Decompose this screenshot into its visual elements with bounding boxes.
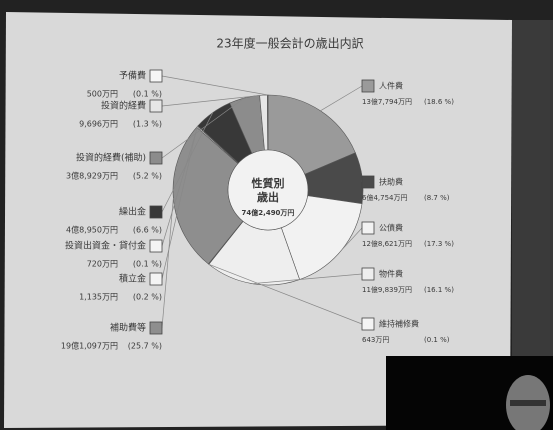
legend-amount: 643万円 [362, 336, 389, 344]
legend-percent: (17.3 %) [424, 240, 454, 248]
center-label: 歳出 [257, 190, 279, 204]
legend-swatch [361, 221, 375, 235]
leader-line [161, 112, 213, 213]
center-total: 74億2,490万円 [242, 208, 295, 217]
legend-label: 維持補修費 [379, 319, 419, 329]
legend-amount: 6億4,754万円 [362, 193, 408, 202]
legend-label: 予備費 [119, 70, 146, 82]
leader-line [161, 94, 264, 107]
legend-amount: 11億9,839万円 [362, 285, 412, 294]
legend-label: 投資的経費 [101, 100, 146, 112]
legend-swatch [149, 239, 163, 253]
legend-label: 繰出金 [119, 206, 146, 218]
legend-label: 扶助費 [379, 177, 403, 187]
legend-amount: 19億1,097万円 [61, 341, 118, 351]
legend-percent: (8.7 %) [424, 194, 450, 202]
legend-percent: (6.6 %) [133, 226, 162, 235]
legend-swatch [149, 321, 163, 335]
leader-line [208, 263, 363, 325]
legend-swatch [149, 69, 163, 83]
center-label: 性質別 [252, 176, 285, 190]
leader-line [161, 198, 174, 329]
legend-percent: (0.2 %) [133, 293, 162, 302]
legend-swatch [361, 267, 375, 281]
legend-percent: (16.1 %) [424, 286, 454, 294]
leader-line [161, 75, 268, 96]
legend-amount: 9,696万円 [79, 120, 118, 129]
legend-amount: 3億8,929万円 [66, 171, 118, 181]
legend-label: 物件費 [379, 269, 403, 279]
person-glasses [510, 400, 546, 406]
legend-swatch [149, 99, 163, 113]
legend-label: 投資的経費(補助) [76, 152, 146, 164]
legend-percent: (0.1 %) [133, 90, 162, 99]
video-inset [386, 356, 553, 430]
legend-percent: (0.1 %) [424, 336, 450, 344]
leader-line [341, 227, 363, 251]
legend-swatch [149, 272, 163, 286]
legend-amount: 1,135万円 [79, 293, 118, 302]
legend-amount: 4億8,950万円 [66, 225, 118, 235]
legend-swatch [361, 79, 375, 93]
leader-line [252, 273, 363, 285]
legend-swatch [361, 317, 375, 331]
legend-percent: (5.2 %) [133, 172, 162, 181]
legend-label: 投資出資金・貸付金 [65, 240, 146, 252]
chart-title: 23年度一般会計の歳出内訳 [216, 36, 363, 51]
legend-amount: 12億8,621万円 [362, 239, 412, 248]
wedge [267, 94, 269, 151]
legend-label: 公債費 [379, 223, 403, 233]
donut-hole [227, 149, 309, 231]
legend-label: 積立金 [119, 273, 146, 285]
legend-swatch [149, 205, 163, 219]
leader-line [161, 125, 199, 247]
legend-percent: (18.6 %) [424, 98, 454, 106]
legend-label: 人件費 [379, 81, 403, 91]
legend-label: 補助費等 [110, 322, 146, 334]
legend-amount: 500万円 [87, 90, 118, 99]
legend-percent: (1.3 %) [133, 120, 162, 129]
legend-amount: 720万円 [87, 260, 118, 269]
leader-line [320, 85, 363, 112]
legend-swatch [149, 151, 163, 165]
legend-percent: (0.1 %) [133, 260, 162, 269]
legend-amount: 13億7,794万円 [362, 97, 412, 106]
legend-percent: (25.7 %) [128, 342, 162, 351]
legend-swatch [361, 175, 375, 189]
leader-line [161, 97, 245, 159]
plot: 人件費 13億7,794万円 (18.6 %) 扶助費 6億4,754万円 (8.7 %)… [61, 70, 454, 351]
leader-line [161, 126, 198, 280]
